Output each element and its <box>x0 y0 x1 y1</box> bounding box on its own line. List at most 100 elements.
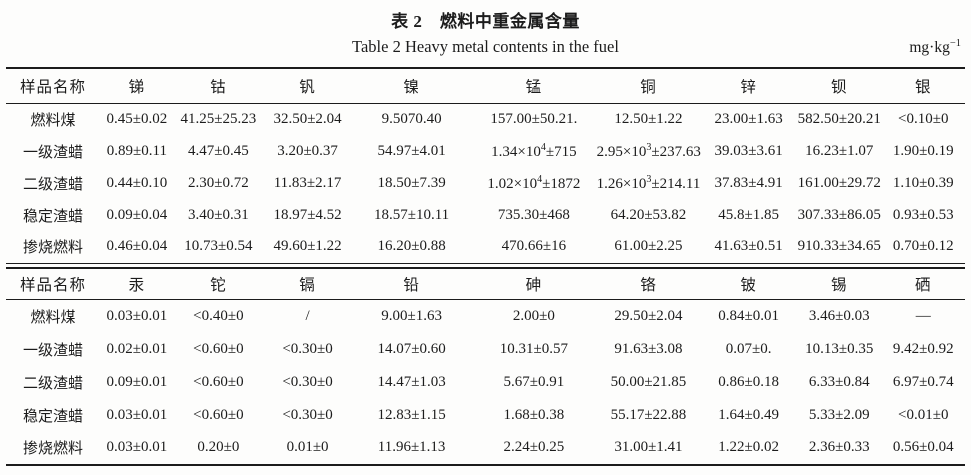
column-header: 铊 <box>173 267 263 300</box>
cell-value: 1.26×103±214.11 <box>596 173 701 192</box>
cell-value: <0.30±0 <box>282 373 333 390</box>
cell-value: 0.44±0.10 <box>106 174 168 191</box>
column-header: 锡 <box>797 267 882 300</box>
unit-exponent: −1 <box>949 38 961 49</box>
unit-base: mg·kg <box>909 39 950 57</box>
cell-value: 161.00±29.72 <box>797 174 881 191</box>
cell-value: 910.33±34.65 <box>797 238 881 255</box>
header-row: 样品名称汞铊镉铅砷铬铍锡硒 <box>6 267 965 300</box>
cell-value: 0.89±0.11 <box>106 142 167 159</box>
cell-value: 0.20±0 <box>197 439 240 455</box>
cell-value: 2.00±0 <box>512 307 555 324</box>
cell-value: 1.34×104±715 <box>491 141 577 160</box>
cell-value: 54.97±4.01 <box>377 142 446 159</box>
column-header: 锑 <box>99 68 174 104</box>
cell-value: <0.60±0 <box>193 406 244 423</box>
sample-name: 燃料煤 <box>30 309 76 326</box>
column-header: 钡 <box>797 68 882 104</box>
sample-name: 燃料煤 <box>30 112 76 129</box>
sample-name: 稳定渣蜡 <box>22 208 83 225</box>
cell-value: 1.02×104±1872 <box>487 173 581 192</box>
table-row: 燃料煤 0.45±0.02 41.25±25.23 32.50±2.04 9.5070.… <box>6 103 965 135</box>
cell-value: 0.01±0 <box>286 439 329 455</box>
table-row: 掺烧燃料 0.46±0.04 10.73±0.54 49.60±1.22 16.20±0… <box>6 231 965 263</box>
cell-value: <0.60±0 <box>193 340 244 357</box>
table-row: 稳定渣蜡 0.09±0.04 3.40±0.31 18.97±4.52 18.57±10… <box>6 199 965 231</box>
cell-value: 12.83±1.15 <box>377 406 446 423</box>
column-header: 镍 <box>352 68 472 104</box>
cell-value: 0.09±0.01 <box>106 373 168 390</box>
cell-value: <0.40±0 <box>193 307 244 324</box>
cell-value: 29.50±2.04 <box>614 307 683 324</box>
table-title-row: Table 2 Heavy metal contents in the fuel… <box>6 37 965 61</box>
cell-value: 0.03±0.01 <box>106 406 168 423</box>
column-header: 汞 <box>99 267 174 300</box>
cell-value: 16.20±0.88 <box>377 238 446 255</box>
cell-value: 157.00±50.21. <box>490 110 578 127</box>
sample-name: 稳定渣蜡 <box>22 408 83 425</box>
cell-value: 37.83±4.91 <box>714 174 783 191</box>
cell-value: 50.00±21.85 <box>610 373 687 390</box>
cell-value: 1.22±0.02 <box>718 439 780 455</box>
cell-value: <0.10±0 <box>898 110 949 127</box>
table-row: 二级渣蜡 0.09±0.01 <0.60±0 <0.30±0 14.47±1.03 5.6… <box>6 366 965 399</box>
sample-name: 掺烧燃料 <box>22 441 83 457</box>
cell-value: <0.30±0 <box>282 340 333 357</box>
cell-value: 0.07±0. <box>725 340 772 357</box>
cell-value: 307.33±86.05 <box>797 206 881 223</box>
cell-value: 9.42±0.92 <box>892 340 954 357</box>
cell-value: 4.47±0.45 <box>188 142 249 159</box>
sample-name: 一级渣蜡 <box>22 342 83 359</box>
cell-value: 3.20±0.37 <box>277 142 338 159</box>
cell-value: 735.30±468 <box>497 206 570 223</box>
column-header: 砷 <box>471 267 597 300</box>
cell-value: 41.25±25.23 <box>180 110 257 127</box>
sample-name: 二级渣蜡 <box>22 375 83 392</box>
cell-value: 10.73±0.54 <box>184 238 253 255</box>
cell-value: 55.17±22.88 <box>610 406 687 423</box>
column-header: 钴 <box>173 68 263 104</box>
cell-value: <0.30±0 <box>282 406 333 423</box>
cell-value: 0.03±0.01 <box>106 307 168 324</box>
cell-value: <0.01±0 <box>898 406 949 423</box>
cell-value: 0.02±0.01 <box>106 340 168 357</box>
cell-value: 9.00±1.63 <box>381 307 442 324</box>
cell-value: 5.33±2.09 <box>808 406 870 423</box>
cell-value: 3.40±0.31 <box>188 206 249 223</box>
heavy-metal-table-lower: 样品名称汞铊镉铅砷铬铍锡硒 燃料煤 0.03±0.01 <0.40±0 / 9.00±1… <box>6 266 965 466</box>
column-header: 样品名称 <box>6 267 100 300</box>
table-row: 二级渣蜡 0.44±0.10 2.30±0.72 11.83±2.17 18.50±7.… <box>6 167 965 199</box>
column-header: 锰 <box>471 68 597 104</box>
sample-name: 掺烧燃料 <box>22 240 83 257</box>
cell-value: 9.5070.40 <box>381 110 442 127</box>
table-title-english: Table 2 Heavy metal contents in the fuel <box>352 37 619 56</box>
cell-value: 1.10±0.39 <box>892 174 954 191</box>
cell-value: 3.46±0.03 <box>808 307 870 324</box>
cell-value: 16.23±1.07 <box>805 142 874 159</box>
cell-value: 39.03±3.61 <box>714 142 783 159</box>
heavy-metal-table-upper: 样品名称锑钴钒镍锰铜锌钡银 燃料煤 0.45±0.02 41.25±25.23 32.… <box>6 67 965 264</box>
sample-name: 二级渣蜡 <box>22 176 83 193</box>
cell-value: 6.97±0.74 <box>892 373 954 390</box>
cell-value: 470.66±16 <box>501 238 567 255</box>
cell-value: 45.8±1.85 <box>718 206 780 223</box>
cell-value: 2.30±0.72 <box>188 174 249 191</box>
table-title-chinese: 表 2 燃料中重金属含量 <box>391 12 580 31</box>
table-row: 一级渣蜡 0.02±0.01 <0.60±0 <0.30±0 14.07±0.60 10.… <box>6 333 965 366</box>
cell-value: 32.50±2.04 <box>273 110 342 127</box>
cell-value: 2.24±0.25 <box>503 439 565 455</box>
column-header: 镉 <box>262 267 353 300</box>
column-header: 铬 <box>596 267 701 300</box>
cell-value: / <box>305 307 310 324</box>
cell-value: 14.47±1.03 <box>377 373 446 390</box>
cell-value: 23.00±1.63 <box>714 110 783 127</box>
cell-value: 18.50±7.39 <box>377 174 446 191</box>
cell-value: 18.97±4.52 <box>273 206 342 223</box>
cell-value: 0.45±0.02 <box>106 110 168 127</box>
column-header: 样品名称 <box>6 68 100 104</box>
cell-value: 64.20±53.82 <box>610 206 687 223</box>
cell-value: 11.83±2.17 <box>273 174 342 191</box>
table-row: 稳定渣蜡 0.03±0.01 <0.60±0 <0.30±0 12.83±1.15 1.6… <box>6 399 965 432</box>
cell-value: 10.13±0.35 <box>805 340 874 357</box>
